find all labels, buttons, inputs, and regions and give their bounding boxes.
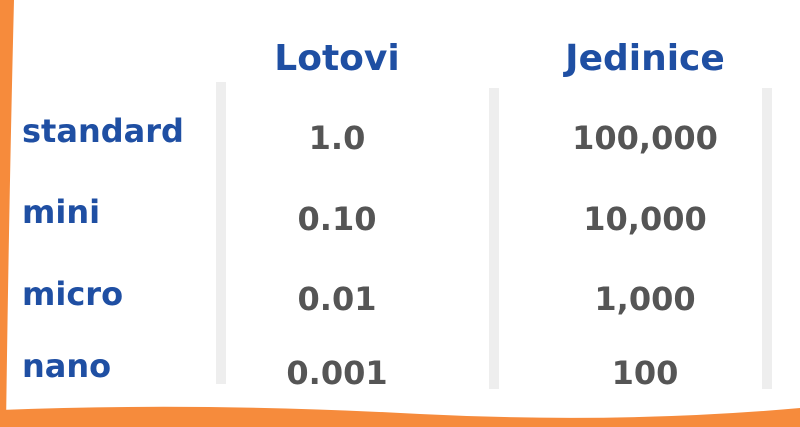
column-divider-2 <box>489 88 499 389</box>
cell-lots-nano: 0.001 <box>286 354 388 392</box>
orange-left-edge <box>0 0 14 427</box>
column-divider-3 <box>762 88 772 389</box>
header-lots: Lotovi <box>274 38 400 79</box>
header-units: Jedinice <box>565 38 725 79</box>
row-label-micro: micro <box>22 275 124 313</box>
cell-lots-standard: 1.0 <box>308 119 366 157</box>
cell-lots-mini: 0.10 <box>297 200 377 238</box>
column-divider-1 <box>216 82 226 384</box>
cell-units-mini: 10,000 <box>583 200 707 238</box>
row-label-standard: standard <box>22 112 184 150</box>
cell-units-micro: 1,000 <box>594 280 696 318</box>
cell-units-nano: 100 <box>611 354 679 392</box>
cell-units-standard: 100,000 <box>572 119 718 157</box>
row-label-mini: mini <box>22 193 101 231</box>
cell-lots-micro: 0.01 <box>297 280 377 318</box>
orange-bottom-edge <box>0 406 800 427</box>
row-label-nano: nano <box>22 347 112 385</box>
